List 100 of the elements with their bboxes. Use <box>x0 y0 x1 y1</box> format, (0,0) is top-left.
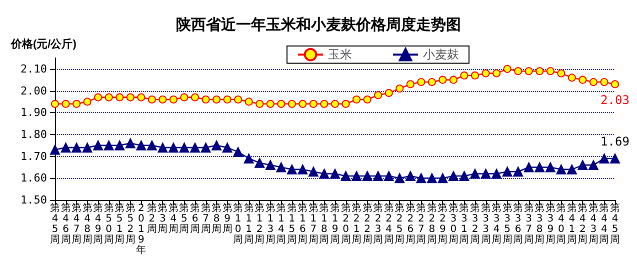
x-tick-label: 第35周 <box>502 202 512 246</box>
point <box>363 96 372 104</box>
point <box>524 67 533 76</box>
x-tick-label: 第9周 <box>222 202 232 235</box>
point <box>416 173 426 184</box>
point <box>449 76 458 84</box>
point <box>158 96 167 104</box>
point <box>438 76 447 84</box>
point <box>104 93 113 102</box>
point <box>610 153 620 164</box>
point <box>545 162 556 172</box>
x-tick-label: 第3周 <box>158 202 168 235</box>
point <box>82 142 92 153</box>
x-tick-label: 第52周 <box>125 202 136 246</box>
point <box>556 164 566 174</box>
point <box>298 164 308 174</box>
x-tick-label: 第51周 <box>114 202 125 246</box>
y-axis-title: 价格(元/公斤) <box>10 38 77 50</box>
point <box>394 173 405 184</box>
point <box>405 170 416 181</box>
x-tick-label: 第17周 <box>308 202 318 246</box>
point <box>72 100 81 108</box>
point <box>180 93 188 102</box>
point <box>589 78 598 86</box>
point <box>254 158 265 168</box>
point <box>362 170 372 181</box>
point <box>136 140 146 150</box>
x-tick-label: 第50周 <box>104 202 114 246</box>
point <box>330 168 340 179</box>
point <box>426 173 437 184</box>
x-tick-label: 第38周 <box>534 202 545 246</box>
point <box>588 160 598 170</box>
point <box>137 93 146 102</box>
x-tick-label: 第41周 <box>566 202 577 246</box>
point <box>599 153 610 164</box>
x-tick-label: 第46周 <box>60 202 71 246</box>
x-tick-label: 第40周 <box>556 202 566 246</box>
y-tick-label: 1.70 <box>20 150 47 163</box>
x-tick-label: 第2周 <box>146 202 157 235</box>
point <box>276 162 286 172</box>
point <box>116 93 124 102</box>
point <box>51 100 59 108</box>
x-tick-label: 第45周 <box>50 202 60 246</box>
x-tick-label: 第20周 <box>340 202 351 246</box>
point <box>340 170 351 181</box>
point <box>471 71 479 80</box>
point <box>438 173 448 184</box>
point <box>202 96 210 104</box>
point <box>244 98 253 106</box>
x-tick-label: 第43周 <box>588 202 598 246</box>
y-tick-label: 1.50 <box>20 194 47 206</box>
x-tick-label: 第37周 <box>524 202 534 246</box>
legend-label: 玉米 <box>328 48 352 62</box>
point <box>384 88 393 97</box>
point <box>168 142 178 153</box>
x-tick-label: 第31周 <box>459 202 470 246</box>
x-tick-label: 第25周 <box>394 202 405 246</box>
point <box>83 98 92 106</box>
y-tick-label: 1.80 <box>20 128 47 141</box>
point <box>256 100 264 108</box>
x-tick-label: 第26周 <box>405 202 416 246</box>
point <box>200 142 211 153</box>
point <box>460 71 468 80</box>
point <box>374 91 382 100</box>
x-tick-label: 第4周 <box>168 202 178 235</box>
point <box>578 76 587 84</box>
point <box>319 168 330 179</box>
x-tick-label: 第19周 <box>330 202 340 246</box>
point <box>233 146 244 157</box>
point <box>125 138 136 148</box>
point <box>331 100 339 108</box>
x-tick-label: 第47周 <box>72 202 82 246</box>
point <box>146 140 157 150</box>
point <box>277 100 286 108</box>
x-tick-label: 第18周 <box>319 202 330 246</box>
point <box>428 78 436 86</box>
x-tick-label: 第44周 <box>599 202 610 246</box>
point <box>417 78 426 86</box>
point <box>459 170 470 181</box>
point <box>60 142 71 153</box>
x-tick-label: 第33周 <box>480 202 491 246</box>
point <box>179 142 190 153</box>
point <box>288 100 296 108</box>
point <box>169 96 178 104</box>
point <box>502 166 512 177</box>
x-tick-label: 第7周 <box>200 202 211 235</box>
x-tick-label: 第22周 <box>362 202 372 246</box>
point <box>126 93 134 102</box>
point <box>600 78 608 86</box>
point <box>191 93 199 102</box>
data-label: 2.03 <box>600 93 630 108</box>
point <box>190 142 200 153</box>
point <box>309 100 318 108</box>
x-tick-label: 第8周 <box>212 202 222 235</box>
y-tick-label: 2.10 <box>20 62 47 76</box>
x-tick-label: 第36周 <box>513 202 524 246</box>
y-tick-label: 2.00 <box>20 84 47 98</box>
x-tick-label: 第45周 <box>610 202 620 246</box>
point <box>546 67 554 76</box>
point <box>482 69 490 78</box>
